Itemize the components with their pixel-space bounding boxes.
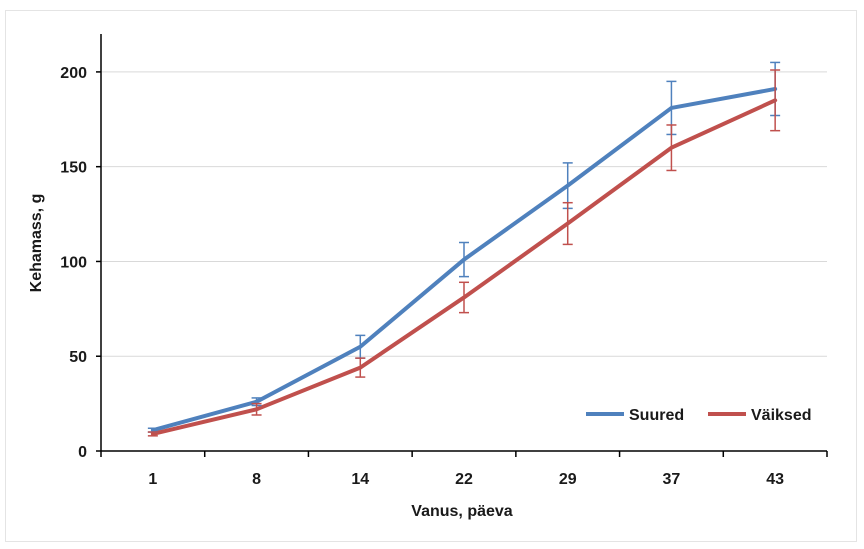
x-tick-label: 22 (455, 471, 473, 488)
x-tick-label: 29 (559, 471, 577, 488)
y-tick-label: 200 (60, 65, 87, 82)
legend-label-suured: Suured (629, 407, 684, 424)
x-tick-labels: 1 8 14 22 29 37 43 (100, 451, 828, 488)
legend: Suured Väiksed (586, 407, 811, 424)
error-bar (562, 162, 573, 210)
error-bar (251, 402, 262, 416)
axes (100, 34, 827, 452)
legend-label-vaiksed: Väiksed (751, 407, 811, 424)
y-tick-label: 150 (60, 160, 87, 177)
x-tick-label: 37 (663, 471, 681, 488)
y-tick-labels: 0 50 100 150 200 (60, 65, 87, 461)
error-bar (355, 357, 366, 378)
y-tick-label: 0 (78, 444, 87, 461)
error-bar (459, 241, 469, 278)
error-bar (770, 69, 781, 132)
x-tick-label: 43 (766, 471, 784, 488)
error-bar (459, 281, 469, 314)
x-tick-label: 14 (351, 471, 369, 488)
error-bar (666, 124, 677, 172)
gridlines (96, 71, 827, 452)
y-tick-label: 50 (69, 349, 87, 366)
y-axis-title: Kehamass, g (28, 194, 45, 293)
x-tick-label: 1 (148, 471, 157, 488)
y-tick-label: 100 (60, 254, 87, 271)
x-tick-label: 8 (252, 471, 261, 488)
error-bar (562, 201, 573, 246)
x-axis-title: Vanus, päeva (411, 503, 512, 520)
error-bar (147, 431, 158, 437)
error-bars (147, 61, 781, 437)
